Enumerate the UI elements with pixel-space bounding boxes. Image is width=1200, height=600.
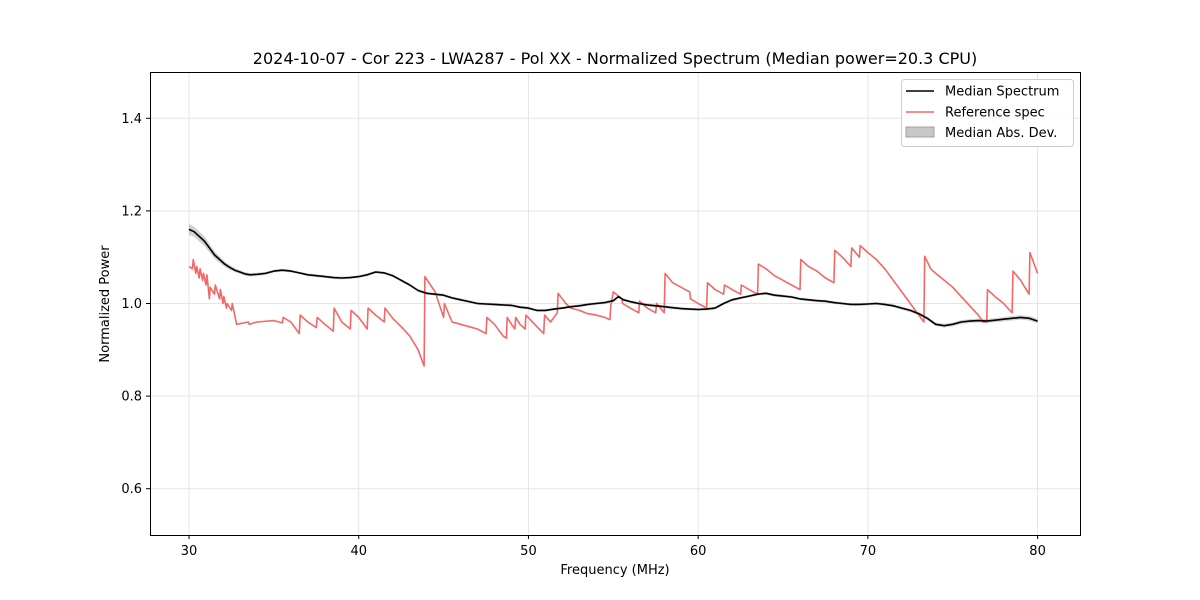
y-tick-label: 0.8	[121, 390, 142, 405]
reference-spectrum-line	[188, 244, 1039, 367]
y-axis-label: Normalized Power	[98, 245, 113, 363]
x-tick-label: 70	[860, 544, 877, 559]
x-axis: 30 40 50 60 70 80	[181, 535, 1046, 559]
y-axis: 0.6 0.8 1.0 1.2 1.4	[121, 112, 150, 497]
legend-mad-swatch	[905, 126, 935, 138]
x-tick-label: 40	[350, 544, 367, 559]
legend-median-label: Median Spectrum	[945, 85, 1059, 100]
axes-frame	[150, 72, 1081, 536]
chart-title: 2024-10-07 - Cor 223 - LWA287 - Pol XX -…	[253, 49, 977, 68]
x-axis-label: Frequency (MHz)	[560, 563, 669, 578]
x-tick-label: 60	[690, 544, 707, 559]
legend-box	[901, 79, 1074, 147]
x-tick-label: 30	[181, 544, 198, 559]
x-tick-label: 50	[520, 544, 537, 559]
median-spectrum-line	[188, 228, 1038, 327]
legend-mad-label: Median Abs. Dev.	[945, 126, 1057, 141]
legend-reference-label: Reference spec	[945, 106, 1045, 121]
legend: Median Spectrum Reference spec Median Ab…	[901, 79, 1074, 147]
y-tick-label: 0.6	[121, 482, 142, 497]
y-tick-label: 1.2	[121, 204, 142, 219]
y-tick-label: 1.4	[121, 112, 142, 127]
plot-area	[188, 223, 1039, 367]
x-tick-label: 80	[1029, 544, 1046, 559]
y-tick-label: 1.0	[121, 297, 142, 312]
